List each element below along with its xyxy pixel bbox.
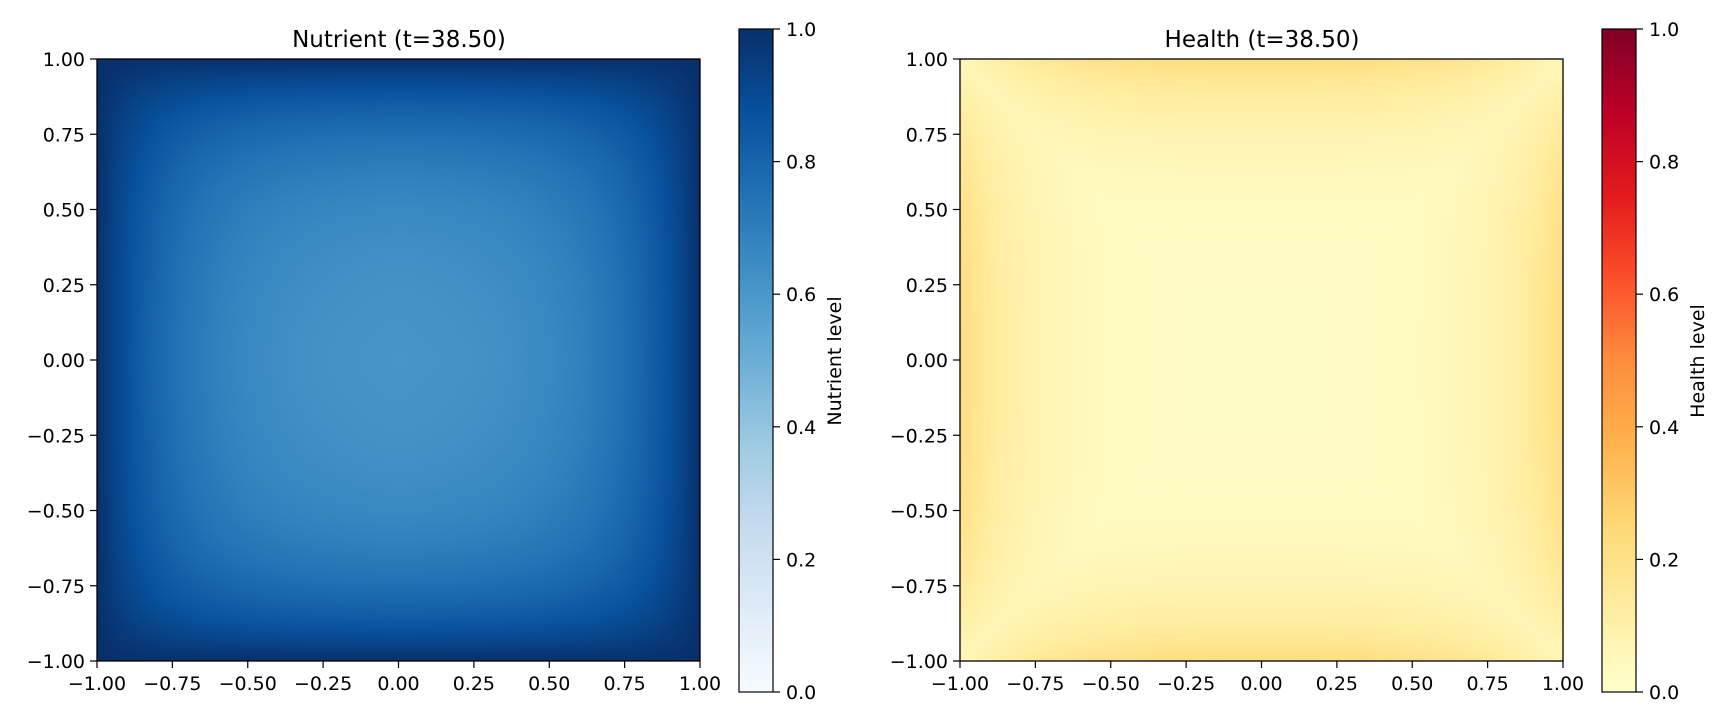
health-x-axis: −1.00 −0.75 −0.50 −0.25 0.00 0.25 0.50 0.75 1.00	[931, 661, 1584, 695]
nutrient-x-tick-label: −0.75	[143, 673, 201, 695]
nutrient-y-tick-label: 1.00	[43, 49, 85, 71]
health-y-tick-label: −0.50	[890, 501, 948, 523]
nutrient-title: Nutrient (t=38.50)	[292, 27, 506, 53]
nutrient-y-tick-label: 0.00	[43, 350, 85, 372]
nutrient-colorbar-ticks: 0.0 0.2 0.4 0.6 0.8 1.0	[773, 19, 816, 704]
nutrient-x-tick-label: 0.75	[603, 673, 645, 695]
health-x-tick-label: −0.25	[1157, 673, 1215, 695]
nutrient-colorbar-tick-label: 1.0	[786, 19, 816, 41]
nutrient-x-tick-label: −0.50	[219, 673, 277, 695]
nutrient-heatmap	[97, 59, 700, 661]
nutrient-y-axis: 1.00 0.75 0.50 0.25 0.00 −0.25 −0.50 −0.75 −1.00	[27, 49, 97, 673]
health-y-tick-label: 0.75	[906, 124, 948, 146]
health-y-tick-label: 0.00	[906, 350, 948, 372]
nutrient-y-tick-label: 0.75	[43, 124, 85, 146]
health-y-tick-label: 1.00	[906, 49, 948, 71]
nutrient-y-tick-label: −1.00	[27, 651, 85, 673]
nutrient-y-tick-label: −0.25	[27, 425, 85, 447]
nutrient-colorbar-tick-label: 0.4	[786, 417, 816, 439]
health-y-axis: 1.00 0.75 0.50 0.25 0.00 −0.25 −0.50 −0.75 −1.00	[890, 49, 960, 673]
health-heatmap	[960, 59, 1563, 661]
health-x-tick-label: 0.25	[1316, 673, 1358, 695]
health-x-tick-label: −1.00	[931, 673, 989, 695]
health-colorbar-tick-label: 0.0	[1649, 682, 1679, 704]
health-y-tick-label: −1.00	[890, 651, 948, 673]
health-x-tick-label: −0.50	[1082, 673, 1140, 695]
health-x-tick-label: 1.00	[1542, 673, 1584, 695]
health-y-tick-label: −0.25	[890, 425, 948, 447]
nutrient-x-tick-label: 0.50	[528, 673, 570, 695]
health-colorbar-tick-label: 0.6	[1649, 284, 1679, 306]
nutrient-y-tick-label: −0.75	[27, 576, 85, 598]
health-colorbar-label: Health level	[1687, 304, 1709, 418]
health-colorbar-ticks: 0.0 0.2 0.4 0.6 0.8 1.0	[1636, 19, 1679, 704]
nutrient-x-tick-label: 0.00	[377, 673, 419, 695]
health-x-tick-label: 0.50	[1391, 673, 1433, 695]
health-panel: Health (t=38.50) −1.00 −0.75 −0.50 −0.25 0.0…	[890, 19, 1709, 704]
nutrient-y-tick-label: 0.25	[43, 275, 85, 297]
health-x-tick-label: 0.75	[1466, 673, 1508, 695]
nutrient-colorbar-tick-label: 0.8	[786, 152, 816, 174]
health-y-tick-label: 0.25	[906, 275, 948, 297]
nutrient-colorbar	[738, 28, 774, 693]
health-colorbar-tick-label: 0.4	[1649, 417, 1679, 439]
health-colorbar-tick-label: 0.2	[1649, 549, 1679, 571]
health-y-tick-label: −0.75	[890, 576, 948, 598]
nutrient-x-tick-label: −0.25	[294, 673, 352, 695]
nutrient-x-tick-label: −1.00	[68, 673, 126, 695]
nutrient-colorbar-tick-label: 0.2	[786, 549, 816, 571]
health-x-tick-label: 0.00	[1240, 673, 1282, 695]
nutrient-panel: Nutrient (t=38.50) −1.00 −0.75 −0.50 −0.25 0…	[27, 19, 846, 704]
health-x-tick-label: −0.75	[1006, 673, 1064, 695]
nutrient-x-tick-label: 1.00	[679, 673, 721, 695]
health-title: Health (t=38.50)	[1165, 27, 1360, 53]
health-colorbar-tick-label: 0.8	[1649, 152, 1679, 174]
nutrient-colorbar-label: Nutrient level	[824, 296, 846, 425]
nutrient-x-tick-label: 0.25	[453, 673, 495, 695]
health-y-tick-label: 0.50	[906, 200, 948, 222]
nutrient-y-tick-label: −0.50	[27, 501, 85, 523]
nutrient-y-tick-label: 0.50	[43, 200, 85, 222]
nutrient-colorbar-tick-label: 0.6	[786, 284, 816, 306]
nutrient-x-axis: −1.00 −0.75 −0.50 −0.25 0.00 0.25 0.50 0.75 1.00	[68, 661, 721, 695]
health-colorbar	[1601, 28, 1637, 693]
health-colorbar-tick-label: 1.0	[1649, 19, 1679, 41]
nutrient-colorbar-tick-label: 0.0	[786, 682, 816, 704]
